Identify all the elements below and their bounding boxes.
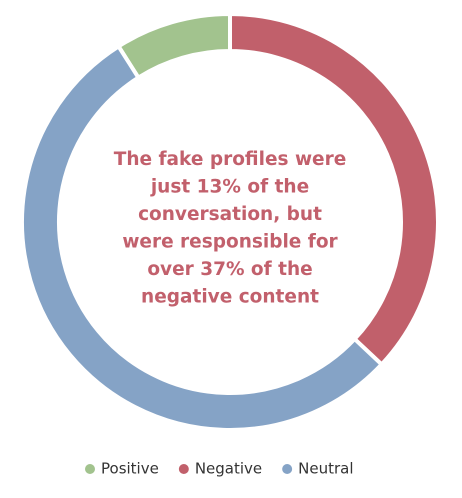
annotation-line: over 37% of the — [147, 259, 312, 280]
annotation-line: were responsible for — [122, 232, 338, 253]
legend-marker — [85, 464, 95, 474]
annotation: The fake profiles were just 13% of the con… — [114, 149, 347, 308]
legend-label: Negative — [195, 460, 262, 478]
legend-marker — [178, 464, 189, 474]
slice — [115, 11, 232, 81]
legend-label: Neutral — [298, 460, 353, 478]
annotation-line: The fake profiles were — [114, 149, 347, 170]
annotation-line: conversation, but — [138, 204, 322, 225]
annotation-line: negative content — [141, 287, 319, 308]
legend-marker — [282, 464, 293, 474]
slice — [20, 43, 385, 432]
donut — [20, 11, 440, 432]
legend-label: Positive — [101, 460, 159, 478]
annotation-line: just 13% of the — [150, 177, 309, 198]
legend: Positive Negative Neutral — [85, 460, 354, 478]
